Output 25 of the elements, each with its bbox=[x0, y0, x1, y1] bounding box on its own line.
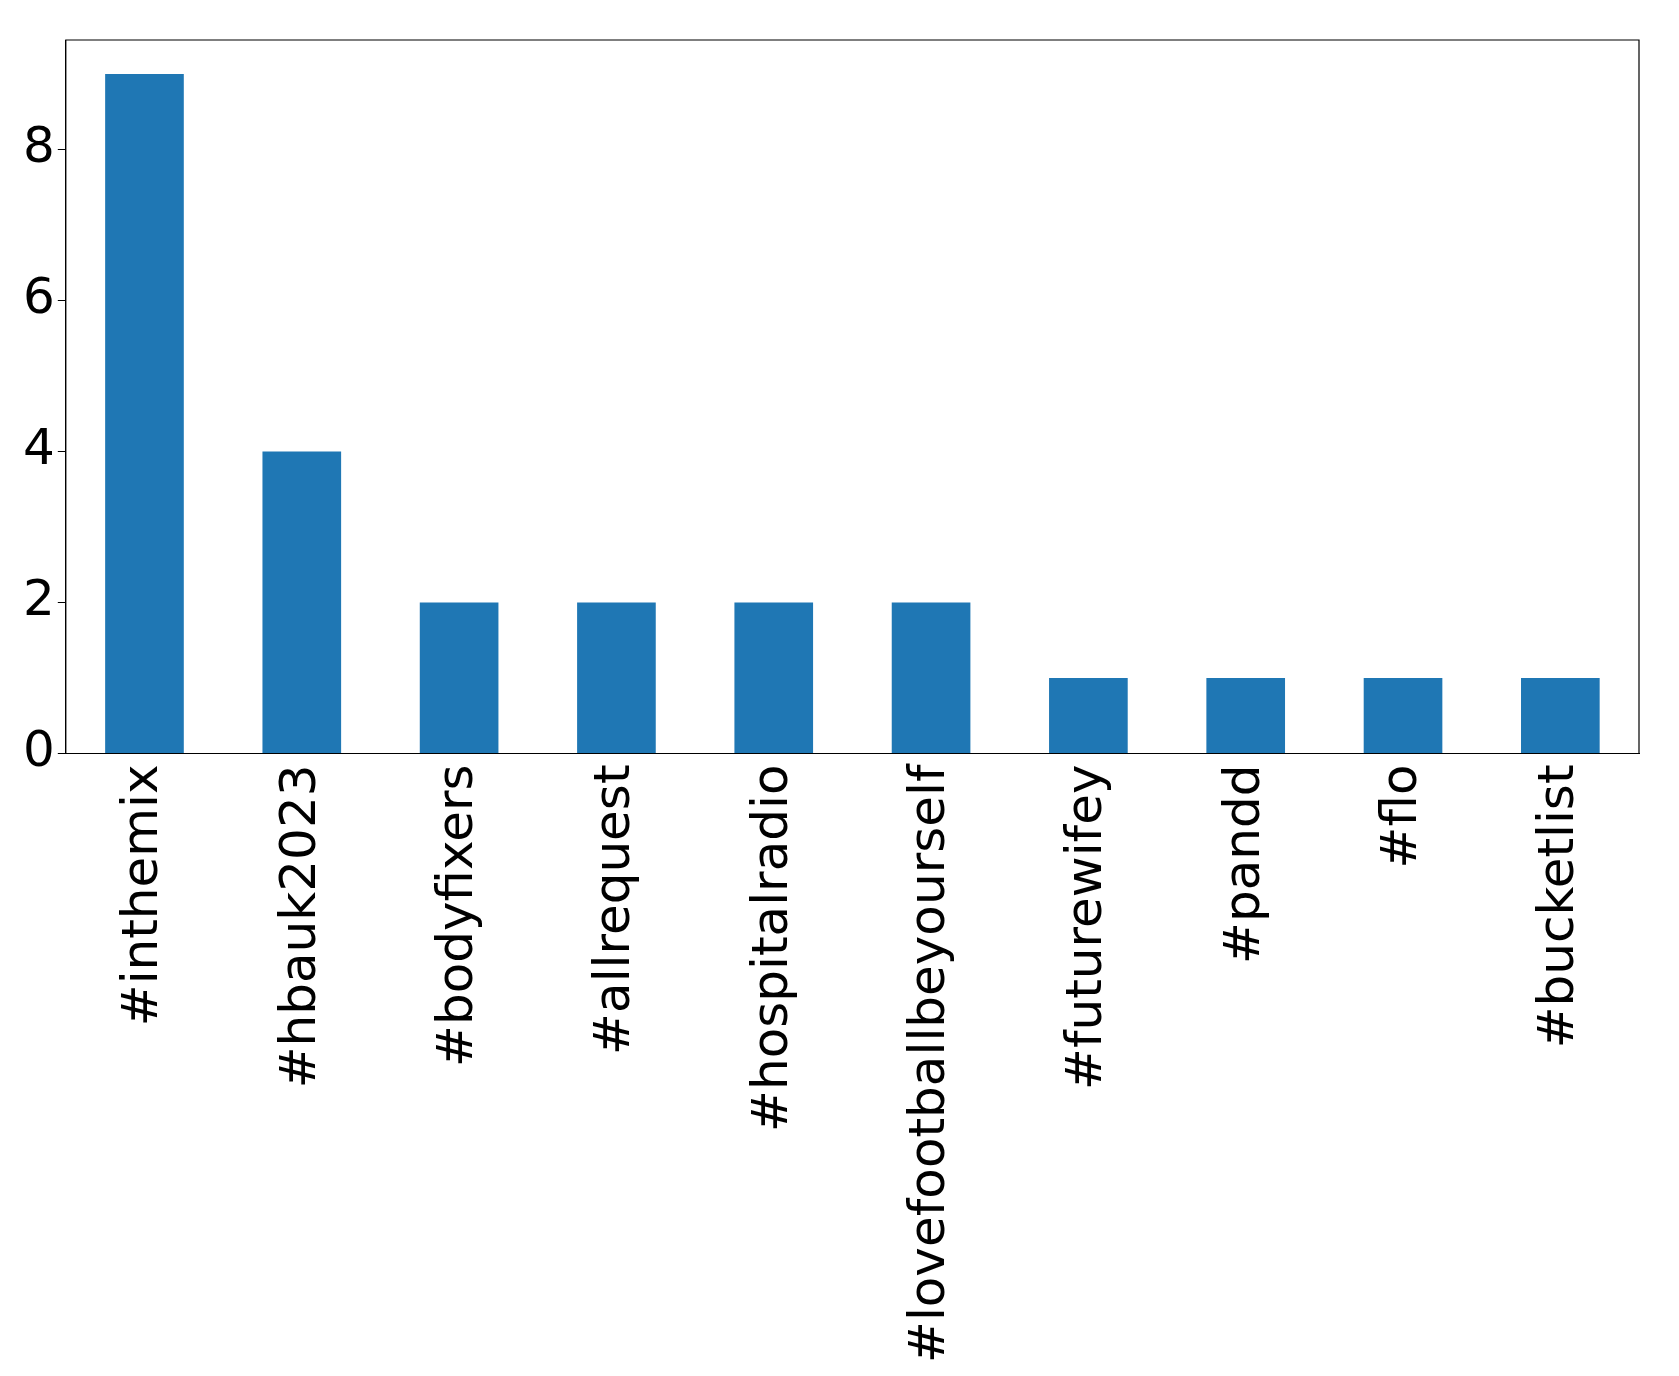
bar bbox=[1521, 677, 1600, 753]
x-tick-label: #bucketlist bbox=[1527, 764, 1586, 1049]
x-tick-label: #lovefootballbeyourself bbox=[898, 763, 957, 1363]
bar bbox=[577, 602, 656, 753]
y-tick-label: 2 bbox=[23, 569, 55, 628]
y-tick-label: 0 bbox=[23, 720, 55, 779]
x-tick-label: #allrequest bbox=[583, 764, 642, 1055]
bar bbox=[419, 602, 499, 753]
x-tick-label: #bodyfixers bbox=[426, 764, 485, 1067]
x-tick-label: #pandd bbox=[1212, 764, 1271, 964]
x-tick-label: #inthemix bbox=[111, 764, 170, 1027]
bar bbox=[262, 451, 342, 753]
bar bbox=[734, 602, 814, 753]
bar bbox=[1363, 677, 1443, 753]
bar bbox=[105, 73, 184, 753]
x-tick-label: #hbauk2023 bbox=[268, 764, 327, 1089]
y-tick-label: 8 bbox=[23, 116, 55, 175]
bar bbox=[1049, 677, 1128, 753]
x-tick-label: #flo bbox=[1370, 764, 1429, 869]
bar bbox=[891, 602, 971, 753]
y-tick-label: 6 bbox=[23, 267, 55, 326]
x-tick-label: #futurewifey bbox=[1055, 764, 1114, 1090]
bar bbox=[1206, 677, 1286, 753]
x-tick-label: #hospitalradio bbox=[740, 764, 799, 1132]
y-tick-label: 4 bbox=[23, 418, 55, 477]
